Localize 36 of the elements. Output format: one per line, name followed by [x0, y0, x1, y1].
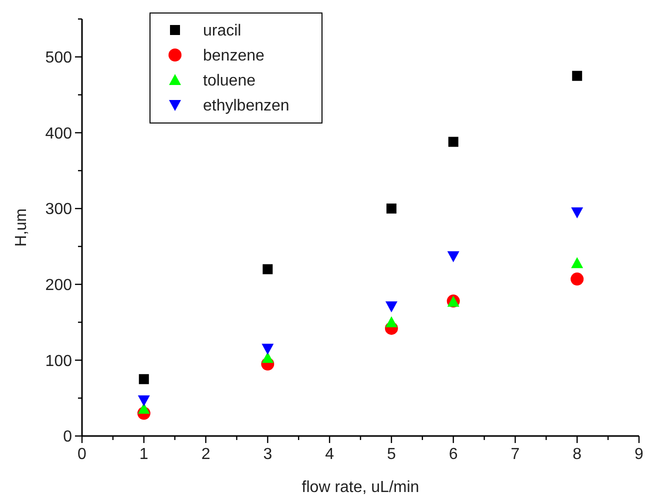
y-tick-label: 400 [45, 125, 72, 142]
legend-label: benzene [203, 48, 264, 65]
x-tick-label: 5 [386, 446, 396, 463]
point [447, 251, 460, 262]
point [385, 301, 398, 312]
point [572, 70, 582, 81]
point [448, 136, 458, 147]
y-tick-label: 0 [63, 428, 72, 446]
y-axis-title: H,um [13, 208, 30, 247]
point [138, 374, 149, 384]
legend-label: toluene [203, 72, 256, 90]
point [262, 264, 273, 274]
point [570, 272, 584, 286]
point [571, 207, 584, 218]
y-tick-label: 100 [45, 352, 72, 370]
x-tick-label: 9 [634, 446, 644, 463]
x-axis-title: flow rate, uL/min [302, 479, 420, 496]
point [385, 316, 398, 328]
x-tick-label: 6 [448, 446, 458, 463]
point [571, 257, 584, 268]
point [262, 344, 274, 355]
x-tick-label: 4 [325, 446, 334, 463]
y-tick-label: 300 [45, 201, 72, 218]
x-tick-label: 0 [78, 446, 87, 463]
legend-label: ethylbenzen [203, 98, 290, 115]
x-tick-label: 2 [201, 446, 210, 463]
x-tick-label: 3 [263, 446, 272, 463]
legend-label: uracil [203, 22, 242, 40]
x-tick-label: 8 [572, 446, 582, 463]
x-tick-label: 7 [510, 446, 520, 463]
point [138, 395, 150, 406]
point [262, 352, 274, 363]
x-tick-label: 1 [139, 446, 148, 463]
y-tick-label: 200 [45, 276, 72, 294]
y-tick-label: 500 [45, 50, 72, 67]
point [386, 204, 396, 214]
